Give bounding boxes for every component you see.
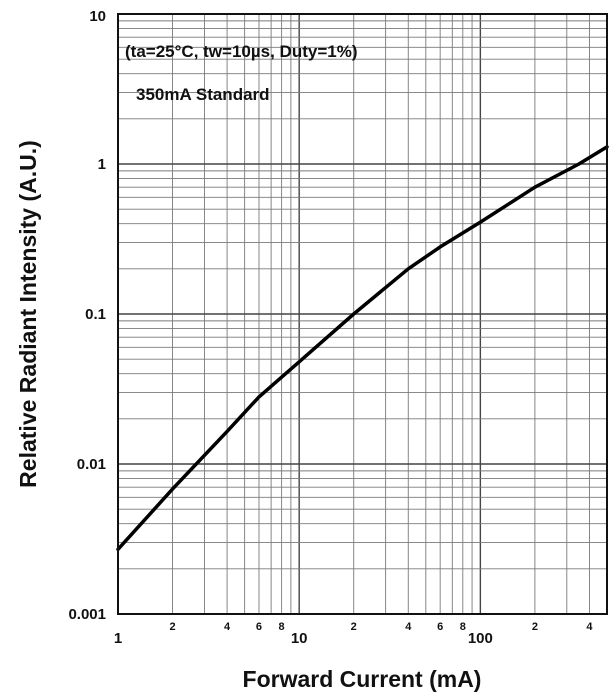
x-tick-label: 100 — [468, 630, 493, 647]
x-minor-tick-label: 4 — [405, 621, 412, 633]
plot-frame — [117, 13, 608, 615]
x-axis-title: Forward Current (mA) — [243, 666, 482, 692]
x-minor-tick-label: 8 — [460, 621, 466, 633]
x-tick-label: 10 — [291, 630, 308, 647]
y-tick-label: 1 — [98, 156, 106, 173]
series-curve — [116, 145, 609, 552]
y-tick-label: 0.001 — [68, 606, 106, 623]
x-minor-tick-label: 2 — [351, 621, 357, 633]
y-axis-title: Relative Radiant Intensity (A.U.) — [15, 140, 41, 488]
x-minor-tick-label: 2 — [532, 621, 538, 633]
grid — [118, 14, 607, 614]
x-tick-label: 1 — [114, 630, 122, 647]
y-tick-label: 0.1 — [85, 306, 106, 323]
annotation-standard: 350mA Standard — [136, 85, 270, 104]
x-minor-tick-label: 4 — [586, 621, 593, 633]
tick-labels: 1 10 100 2 4 6 8 2 4 6 8 2 4 0.001 0.01 0.1 1 10 — [68, 8, 593, 647]
x-minor-tick-label: 6 — [256, 621, 262, 633]
x-minor-tick-label: 8 — [279, 621, 285, 633]
x-minor-tick-label: 6 — [437, 621, 443, 633]
x-minor-tick-label: 4 — [224, 621, 231, 633]
annotations: (ta=25°C, tw=10µs, Duty=1%) 350mA Standa… — [125, 42, 358, 104]
y-tick-label: 0.01 — [77, 456, 106, 473]
x-minor-tick-label: 2 — [169, 621, 175, 633]
annotation-conditions: (ta=25°C, tw=10µs, Duty=1%) — [125, 42, 358, 61]
curve-layer — [116, 145, 609, 552]
y-tick-label: 10 — [89, 8, 106, 25]
